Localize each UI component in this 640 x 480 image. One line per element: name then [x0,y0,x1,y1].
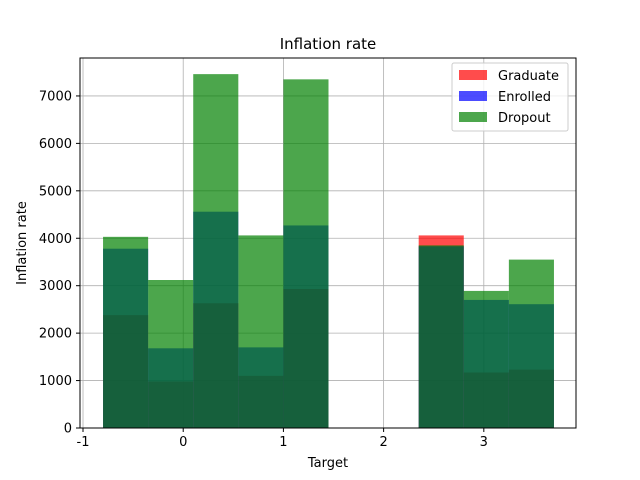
bar-dropout-8 [463,290,509,428]
y-tick-label: 7000 [39,89,72,104]
chart-title: Inflation rate [280,35,377,53]
y-tick-label: 4000 [39,232,72,247]
y-tick-label: 1000 [39,374,72,389]
y-tick-label: 6000 [39,137,72,152]
y-tick-label: 0 [64,422,72,437]
legend-swatch-graduate [459,70,487,80]
bar-dropout-3 [238,235,284,428]
x-tick-label: 2 [379,435,387,450]
legend-label-dropout: Dropout [498,111,551,126]
bar-dropout-9 [508,259,554,428]
legend-label-enrolled: Enrolled [498,90,551,105]
histogram-bars [103,74,554,428]
plot-frame [79,57,577,429]
y-tick-label: 2000 [39,327,72,342]
x-tick-label: 3 [480,435,488,450]
legend-label-graduate: Graduate [498,69,559,84]
legend-swatch-dropout [459,112,487,122]
axis-ticks: -1 0 1 2 3 0 1000 2000 3000 4000 5000 6000 7000 [39,89,488,450]
y-tick-label: 3000 [39,279,72,294]
legend: Graduate Enrolled Dropout [451,62,569,132]
legend-swatch-enrolled [459,91,487,101]
bar-dropout-4 [283,79,329,428]
x-tick-label: 0 [179,435,187,450]
y-tick-label: 5000 [39,184,72,199]
bar-dropout-1 [148,280,194,428]
bar-dropout-7 [418,245,464,428]
x-tick-label: -1 [77,435,90,450]
bar-dropout-0 [103,236,149,428]
bar-dropout-2 [193,74,239,428]
y-axis-title: Inflation rate [15,201,30,285]
x-axis-title: Target [307,456,348,471]
x-tick-label: 1 [279,435,287,450]
